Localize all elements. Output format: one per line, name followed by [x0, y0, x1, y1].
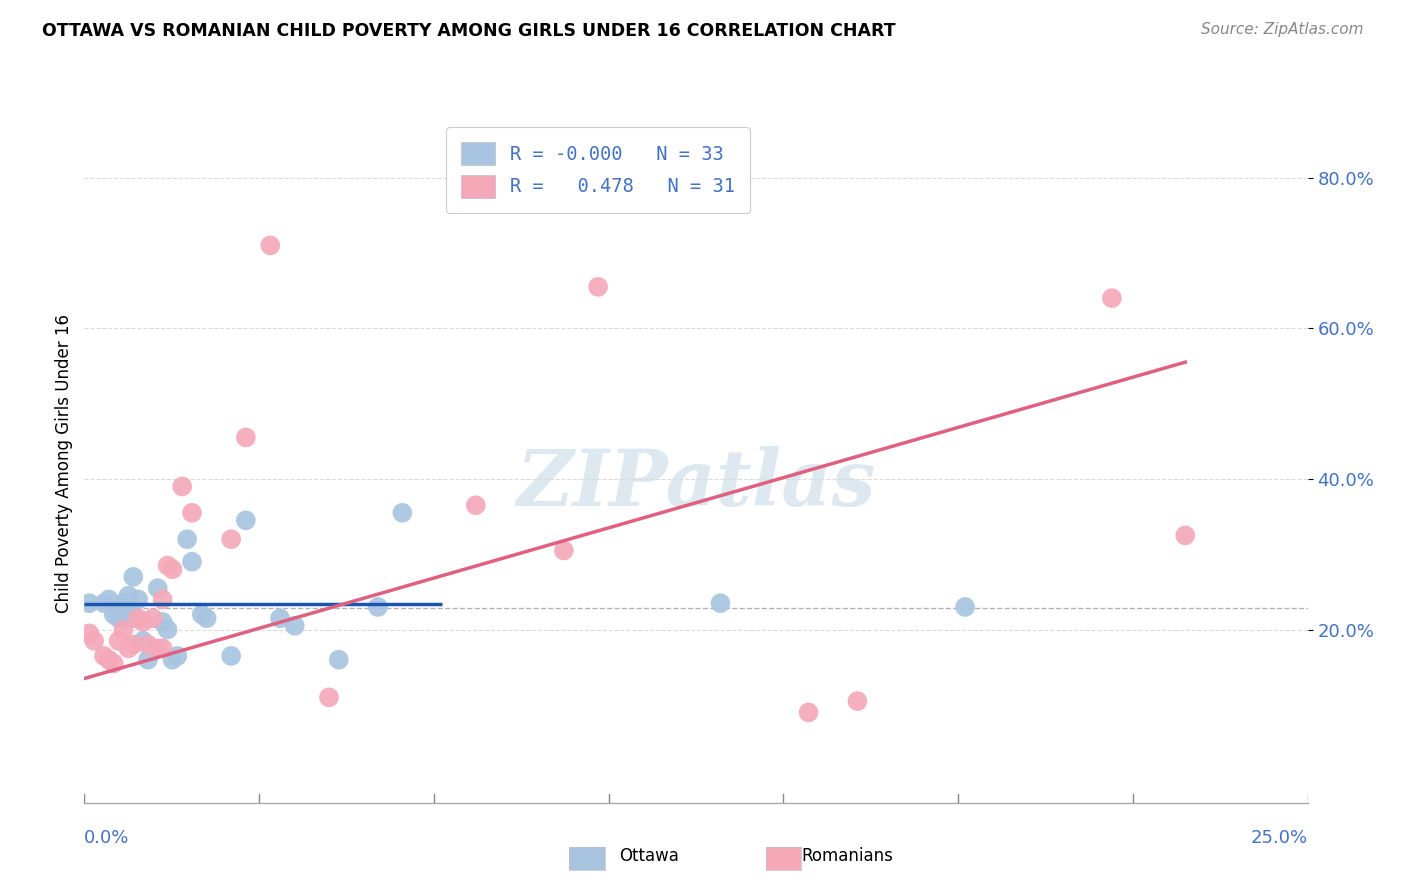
Point [367, 599, 389, 614]
Point [259, 238, 281, 252]
Text: 0.0%: 0.0% [84, 830, 129, 847]
Point [122, 570, 145, 584]
Point [77, 596, 100, 610]
Point [162, 653, 184, 667]
Point [152, 615, 174, 629]
Point [162, 562, 184, 576]
Point [112, 596, 135, 610]
Point [219, 532, 242, 546]
Point [953, 599, 976, 614]
Point [117, 596, 139, 610]
Point [235, 430, 257, 444]
Point [122, 638, 145, 652]
Point [156, 558, 179, 573]
Point [846, 694, 869, 708]
Point [219, 648, 242, 663]
Point [107, 633, 129, 648]
Point [107, 607, 129, 622]
Point [107, 611, 129, 625]
Text: Ottawa: Ottawa [619, 847, 679, 865]
Point [191, 607, 214, 622]
Point [93, 596, 115, 610]
Point [136, 653, 159, 667]
Point [464, 498, 486, 512]
Point [122, 611, 145, 625]
Text: 25.0%: 25.0% [1250, 830, 1308, 847]
Point [97, 653, 120, 667]
Point [391, 506, 413, 520]
Point [1101, 291, 1123, 305]
Point [142, 611, 165, 625]
Point [136, 638, 159, 652]
Point [93, 648, 115, 663]
Point [195, 611, 218, 625]
Text: ZIPatlas: ZIPatlas [516, 446, 876, 523]
Point [103, 607, 125, 622]
Point [235, 513, 257, 527]
Point [127, 611, 149, 625]
Point [97, 592, 120, 607]
Point [152, 592, 174, 607]
Point [103, 657, 125, 671]
Point [132, 615, 155, 629]
Point [117, 641, 139, 656]
Point [146, 641, 169, 656]
Point [117, 589, 139, 603]
Y-axis label: Child Poverty Among Girls Under 16: Child Poverty Among Girls Under 16 [55, 314, 73, 614]
Point [284, 619, 307, 633]
Point [797, 706, 820, 720]
Point [112, 611, 135, 625]
Point [83, 633, 105, 648]
Point [166, 648, 188, 663]
Point [1174, 528, 1197, 542]
Legend: R = -0.000   N = 33, R =   0.478   N = 31: R = -0.000 N = 33, R = 0.478 N = 31 [446, 128, 749, 212]
Point [586, 280, 609, 294]
Point [156, 623, 179, 637]
Point [269, 611, 291, 625]
Text: OTTAWA VS ROMANIAN CHILD POVERTY AMONG GIRLS UNDER 16 CORRELATION CHART: OTTAWA VS ROMANIAN CHILD POVERTY AMONG G… [42, 22, 896, 40]
Point [328, 653, 350, 667]
Text: Romanians: Romanians [801, 847, 893, 865]
Point [132, 633, 155, 648]
Point [146, 581, 169, 595]
Point [172, 479, 194, 493]
Point [127, 592, 149, 607]
Point [112, 623, 135, 637]
Point [77, 626, 100, 640]
Point [176, 532, 198, 546]
Point [181, 506, 204, 520]
Point [553, 543, 575, 558]
Point [709, 596, 731, 610]
Point [181, 555, 204, 569]
Point [318, 690, 340, 705]
Point [152, 641, 174, 656]
Text: Source: ZipAtlas.com: Source: ZipAtlas.com [1201, 22, 1364, 37]
